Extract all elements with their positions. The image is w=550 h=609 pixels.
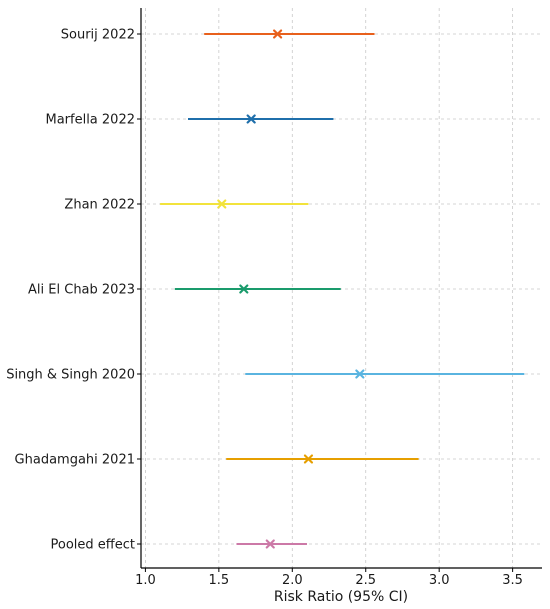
point-estimate-marker [273,29,283,39]
point-estimate-marker [355,369,365,379]
x-tick-label: 2.5 [355,573,376,588]
study-label: Pooled effect [51,538,135,553]
x-tick-label: 3.0 [429,573,450,588]
point-estimate-marker [246,114,256,124]
study-label: Singh & Singh 2020 [6,368,135,383]
marks-layer [160,29,525,549]
labels-layer: 1.0 1.5 2.0 2.5 3.0 3.5 Sourij 2022 Marfella 20… [6,28,523,589]
study-label: Ghadamgahi 2021 [15,453,135,468]
point-estimate-marker [265,539,275,549]
x-tick-label: 1.0 [135,573,156,588]
x-tick-label: 1.5 [209,573,230,588]
study-label: Ali El Chab 2023 [28,283,135,298]
point-estimate-marker [217,199,227,209]
x-axis-title: Risk Ratio (95% CI) [274,589,408,605]
x-tick-label: 2.0 [282,573,303,588]
point-estimate-marker [239,284,249,294]
study-label: Zhan 2022 [64,198,135,213]
axes-layer [140,8,542,569]
study-label: Marfella 2022 [45,113,135,128]
x-tick-label: 3.5 [502,573,523,588]
study-label: Sourij 2022 [61,28,135,43]
point-estimate-marker [303,454,314,464]
